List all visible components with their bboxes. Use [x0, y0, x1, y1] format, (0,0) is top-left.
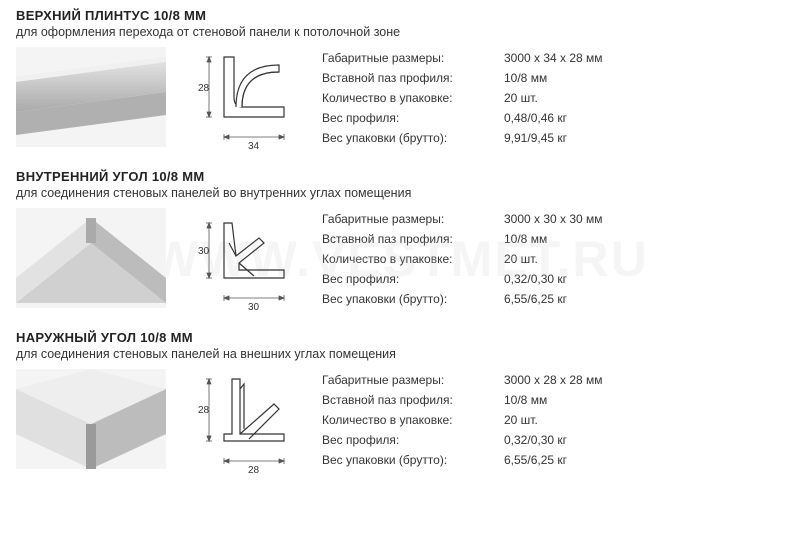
spec-label: Вес профиля:	[322, 111, 492, 125]
spec-value: 10/8 мм	[504, 71, 784, 85]
spec-table: Габаритные размеры: 3000 x 30 x 30 мм Вс…	[322, 208, 784, 306]
section-subtitle: для соединения стеновых панелей во внутр…	[16, 186, 784, 200]
spec-label: Габаритные размеры:	[322, 212, 492, 226]
dim-h: 28	[198, 405, 210, 416]
dim-w: 28	[248, 465, 260, 476]
spec-label: Вставной паз профиля:	[322, 232, 492, 246]
section-top-plinth: ВЕРХНИЙ ПЛИНТУС 10/8 ММ для оформления п…	[16, 8, 784, 157]
section-inner-corner: ВНУТРЕННИЙ УГОЛ 10/8 ММ для соединения с…	[16, 169, 784, 318]
spec-label: Вес профиля:	[322, 433, 492, 447]
spec-value: 10/8 мм	[504, 232, 784, 246]
spec-label: Вес упаковки (брутто):	[322, 292, 492, 306]
spec-value: 20 шт.	[504, 413, 784, 427]
spec-value: 10/8 мм	[504, 393, 784, 407]
spec-label: Вставной паз профиля:	[322, 71, 492, 85]
section-title: ВНУТРЕННИЙ УГОЛ 10/8 ММ	[16, 169, 784, 184]
section-subtitle: для оформления перехода от стеновой пане…	[16, 25, 784, 39]
product-photo	[16, 369, 166, 469]
spec-value: 6,55/6,25 кг	[504, 453, 784, 467]
spec-value: 20 шт.	[504, 252, 784, 266]
spec-value: 3000 x 28 x 28 мм	[504, 373, 784, 387]
technical-drawing: 28 34	[184, 47, 304, 157]
dim-h: 28	[198, 83, 210, 94]
spec-table: Габаритные размеры: 3000 x 28 x 28 мм Вс…	[322, 369, 784, 467]
spec-label: Количество в упаковке:	[322, 91, 492, 105]
spec-value: 0,32/0,30 кг	[504, 433, 784, 447]
spec-table: Габаритные размеры: 3000 x 34 x 28 мм Вс…	[322, 47, 784, 145]
section-outer-corner: НАРУЖНЫЙ УГОЛ 10/8 ММ для соединения сте…	[16, 330, 784, 479]
spec-label: Количество в упаковке:	[322, 413, 492, 427]
spec-label: Количество в упаковке:	[322, 252, 492, 266]
spec-value: 9,91/9,45 кг	[504, 131, 784, 145]
spec-value: 3000 x 30 x 30 мм	[504, 212, 784, 226]
dim-w: 34	[248, 141, 260, 152]
technical-drawing: 28 28	[184, 369, 304, 479]
technical-drawing: 30 30	[184, 208, 304, 318]
product-photo	[16, 208, 166, 308]
spec-value: 0,48/0,46 кг	[504, 111, 784, 125]
spec-label: Вес упаковки (брутто):	[322, 131, 492, 145]
spec-value: 0,32/0,30 кг	[504, 272, 784, 286]
spec-label: Вес упаковки (брутто):	[322, 453, 492, 467]
spec-value: 3000 x 34 x 28 мм	[504, 51, 784, 65]
spec-value: 20 шт.	[504, 91, 784, 105]
spec-value: 6,55/6,25 кг	[504, 292, 784, 306]
section-title: НАРУЖНЫЙ УГОЛ 10/8 ММ	[16, 330, 784, 345]
section-title: ВЕРХНИЙ ПЛИНТУС 10/8 ММ	[16, 8, 784, 23]
spec-label: Вставной паз профиля:	[322, 393, 492, 407]
spec-label: Габаритные размеры:	[322, 373, 492, 387]
dim-h: 30	[198, 246, 210, 257]
spec-label: Габаритные размеры:	[322, 51, 492, 65]
product-photo	[16, 47, 166, 147]
dim-w: 30	[248, 302, 260, 313]
section-subtitle: для соединения стеновых панелей на внешн…	[16, 347, 784, 361]
spec-label: Вес профиля:	[322, 272, 492, 286]
